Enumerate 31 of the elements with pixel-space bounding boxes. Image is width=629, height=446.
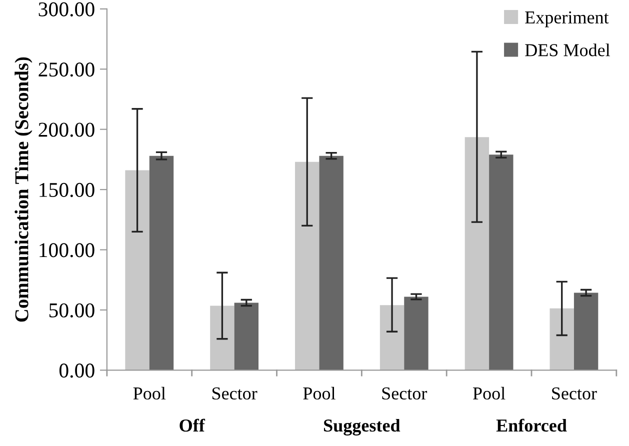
- text: Suggested: [324, 418, 400, 436]
- x-tick-label: Pool: [303, 386, 336, 400]
- bar: [149, 156, 174, 370]
- x-tick-label: Sector: [552, 387, 597, 400]
- y-tick-label: 100.00: [40, 243, 94, 258]
- bar: [234, 302, 259, 370]
- legend-label: DES Model: [525, 44, 610, 56]
- y-tick-label: 300.00: [38, 2, 94, 16]
- y-tick-label: 50.00: [49, 303, 94, 318]
- bar: [550, 308, 574, 370]
- y-tick-label: 200.00: [38, 122, 94, 137]
- text: Enforced: [496, 418, 567, 432]
- y-axis-title: Communication Time (Seconds): [14, 57, 32, 322]
- y-tick-label: 0.00: [59, 364, 94, 378]
- x-tick-label: Sector: [212, 387, 258, 400]
- y-tick-label: 150.00: [40, 182, 94, 198]
- bar: [210, 306, 234, 370]
- x-tick-label: Pool: [473, 386, 506, 400]
- x-tick-label: Sector: [382, 387, 428, 400]
- bar: [319, 156, 344, 370]
- text: Off: [180, 418, 206, 432]
- bar: [574, 292, 598, 370]
- bar: [464, 137, 490, 370]
- bar: [489, 154, 514, 370]
- bar: [404, 296, 428, 370]
- bar: [295, 162, 320, 370]
- legend-label: Experiment: [525, 11, 609, 28]
- bar: [125, 170, 150, 370]
- x-tick-label: Pool: [133, 386, 166, 400]
- y-tick-label: 250.00: [38, 62, 94, 77]
- bar: [380, 305, 404, 370]
